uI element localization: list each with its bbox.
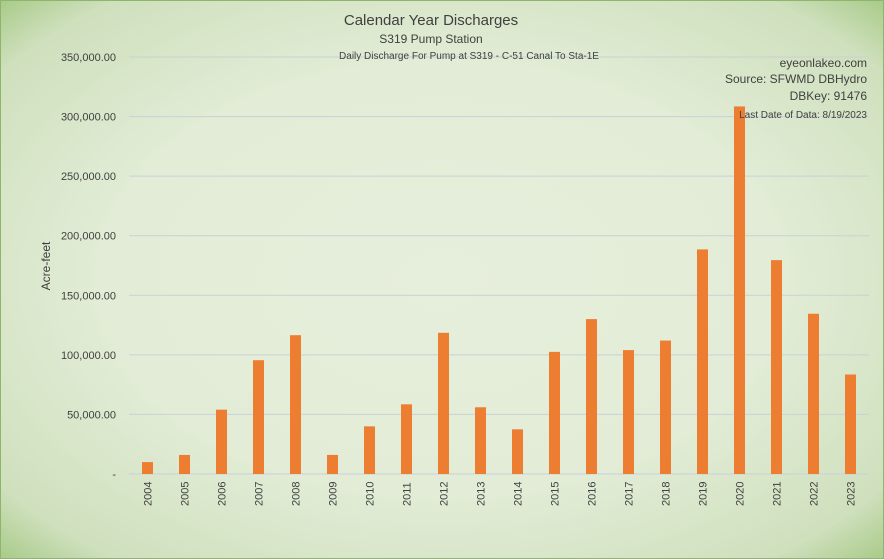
x-tick-label: 2021 [772, 482, 784, 506]
info-source: Source: SFWMD DBHydro [725, 72, 867, 86]
chart-subtitle-2: Daily Discharge For Pump at S319 - C-51 … [339, 51, 599, 62]
y-tick-label: 300,000.00 [61, 112, 116, 124]
bar-2006 [216, 409, 227, 474]
bar-2011 [401, 404, 412, 474]
x-tick-label: 2005 [180, 482, 192, 506]
bar-2014 [512, 429, 523, 474]
y-tick-label: 250,000.00 [61, 171, 116, 183]
info-dbkey: DBKey: 91476 [790, 89, 868, 103]
gridlines [129, 56, 869, 475]
bar-2019 [697, 249, 708, 474]
x-tick-labels: 2004 2005 2006 2007 2008 2009 2010 2011 2012 2013… [143, 482, 858, 506]
bar-2020 [734, 106, 745, 475]
bar-2012 [438, 332, 449, 474]
chart-subtitle: S319 Pump Station [379, 32, 482, 46]
bar-2023 [845, 374, 856, 474]
bar-2013 [475, 407, 486, 474]
x-tick-label: 2018 [661, 482, 673, 506]
bar-2007 [253, 360, 264, 474]
y-tick-label: 200,000.00 [61, 231, 116, 243]
x-tick-label: 2011 [402, 482, 414, 506]
info-site: eyeonlakeo.com [780, 56, 867, 70]
y-tick-label: 100,000.00 [61, 350, 116, 362]
chart-title: Calendar Year Discharges [344, 12, 518, 29]
bar-2008 [290, 335, 301, 474]
bar-2018 [660, 340, 671, 474]
bar-2022 [808, 313, 819, 474]
info-last-date: Last Date of Data: 8/19/2023 [739, 110, 867, 121]
x-tick-label: 2007 [254, 482, 266, 506]
x-tick-label: 2014 [513, 482, 525, 506]
x-tick-label: 2017 [624, 482, 636, 506]
y-tick-label: 150,000.00 [61, 290, 116, 302]
bar-2015 [549, 351, 560, 474]
x-tick-label: 2015 [550, 482, 562, 506]
x-tick-label: 2023 [846, 482, 858, 506]
x-tick-label: 2004 [143, 482, 155, 506]
bar-2005 [179, 454, 190, 474]
x-tick-label: 2012 [439, 482, 451, 506]
y-tick-label: 350,000.00 [61, 52, 116, 64]
x-tick-label: 2022 [809, 482, 821, 506]
x-tick-label: 2006 [217, 482, 229, 506]
bars [142, 106, 856, 475]
y-tick-label: 50,000.00 [67, 409, 116, 421]
x-tick-label: 2010 [365, 482, 377, 506]
bar-2017 [623, 350, 634, 474]
x-tick-label: 2020 [735, 482, 747, 506]
bar-2009 [327, 454, 338, 474]
x-tick-label: 2009 [328, 482, 340, 506]
bar-2010 [364, 426, 375, 474]
y-tick-label: - [112, 469, 116, 481]
y-tick-labels: - 50,000.00 100,000.00 150,000.00 200,000.00… [61, 52, 116, 481]
x-tick-label: 2008 [291, 482, 303, 506]
x-tick-label: 2019 [698, 482, 710, 506]
x-tick-label: 2016 [587, 482, 599, 506]
bar-2016 [586, 319, 597, 474]
x-tick-label: 2013 [476, 482, 488, 506]
bar-2004 [142, 462, 153, 474]
y-axis-label: Acre-feet [39, 241, 53, 290]
bar-2021 [771, 260, 782, 474]
